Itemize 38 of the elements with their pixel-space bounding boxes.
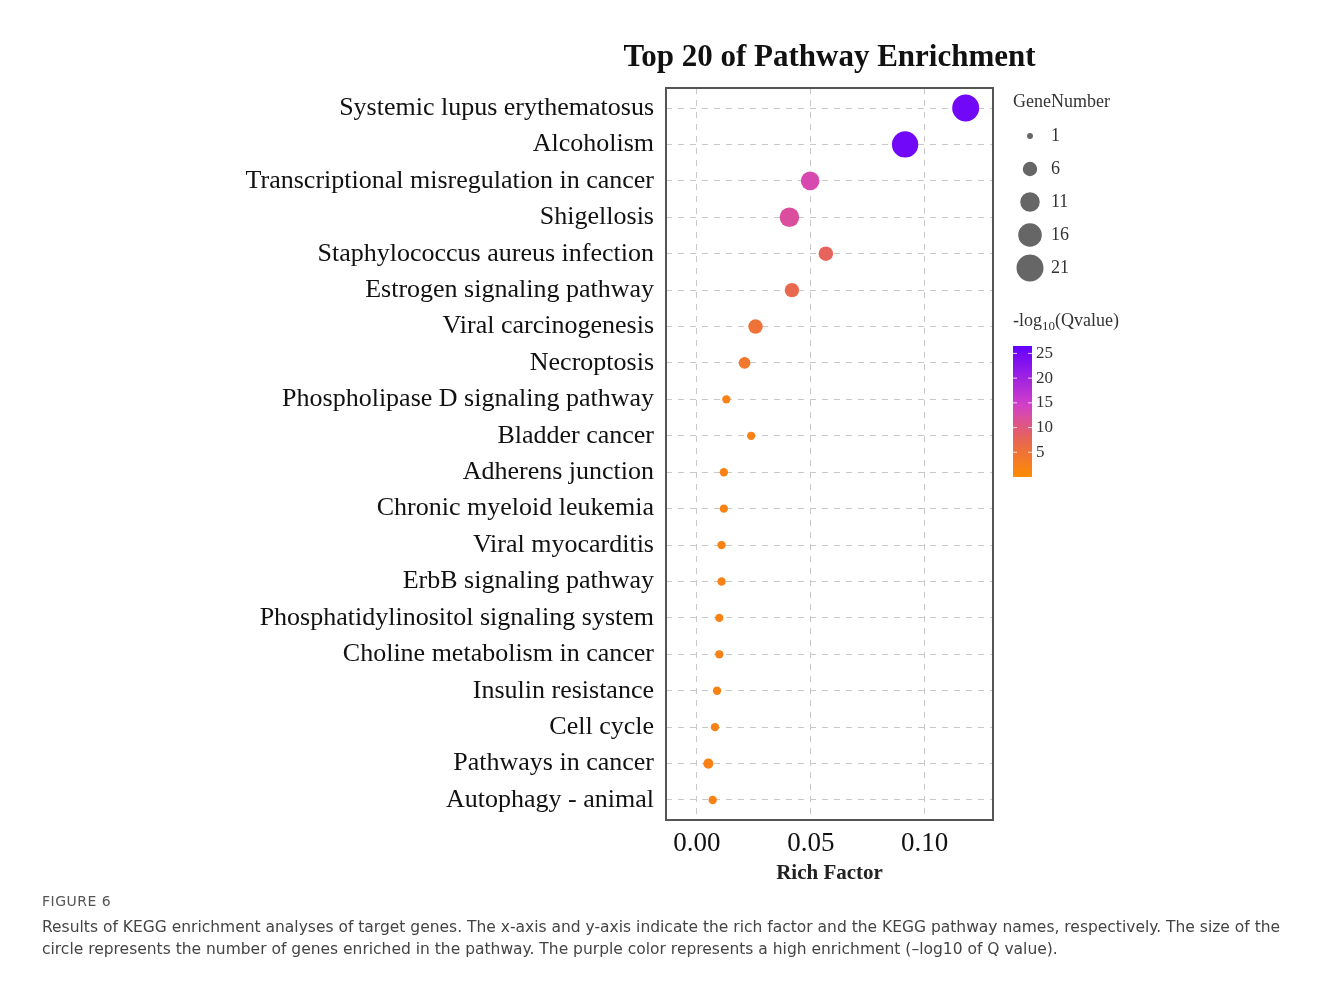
y-tick-label: Shigellosis: [539, 201, 654, 231]
x-tick-label: 0.05: [787, 827, 835, 858]
y-tick-label: Transcriptional misregulation in cancer: [245, 164, 655, 194]
color-bar-label: 15: [1036, 392, 1053, 412]
y-tick-label: Estrogen signaling pathway: [365, 273, 654, 303]
y-tick-label: Necroptosis: [529, 346, 654, 376]
y-tick-label: Systemic lupus erythematosus: [339, 91, 654, 121]
legend-title: GeneNumber: [1013, 90, 1110, 111]
x-axis-title: Rich Factor: [776, 859, 883, 884]
y-tick-label: Staphylococcus aureus infection: [317, 237, 654, 267]
y-tick-label: Viral myocarditis: [472, 528, 654, 558]
y-tick-label: Chronic myeloid leukemia: [376, 492, 655, 522]
y-tick-label: Choline metabolism in cancer: [342, 638, 655, 668]
color-bar-label: 25: [1036, 342, 1053, 362]
x-tick-label: 0.10: [901, 827, 949, 858]
legend-label: 16: [1051, 223, 1069, 244]
chart-title: Top 20 of Pathway Enrichment: [623, 38, 1037, 74]
y-tick-label: Phosphatidylinositol signaling system: [259, 601, 654, 631]
y-tick-label: Bladder cancer: [497, 419, 655, 449]
color-bar-label: 20: [1036, 367, 1053, 387]
legend-label: 21: [1051, 256, 1069, 277]
y-tick-label: Insulin resistance: [472, 674, 654, 704]
color-bar-label: 5: [1036, 441, 1045, 461]
y-tick-label: Pathways in cancer: [453, 747, 655, 777]
legend-label: 11: [1051, 190, 1069, 211]
y-tick-label: Viral carcinogenesis: [442, 310, 654, 340]
y-tick-label: Autophagy - animal: [446, 783, 654, 813]
text: Results of KEGG enrichment analyses of target genes. The x-axis and y-axis indicate the rich factor and the KEGG pathway names, respectively. The size of the circle represents the number of genes enriched in the pathway. The purple color represents a high enrichment (–log10 of Q value).: [42, 917, 1282, 960]
y-tick-label: Adherens junction: [462, 456, 654, 486]
y-tick-label: Alcoholism: [532, 128, 654, 158]
legend-label: 6: [1051, 157, 1060, 178]
caption: FIGURE 6: [42, 892, 113, 911]
y-tick-label: ErbB signaling pathway: [402, 565, 654, 595]
y-tick-label: Phospholipase D signaling pathway: [282, 383, 654, 413]
color-bar-label: 10: [1036, 417, 1053, 437]
y-tick-label: Cell cycle: [549, 710, 654, 740]
legend-label: 1: [1051, 124, 1060, 145]
x-tick-label: 0.00: [673, 827, 721, 858]
